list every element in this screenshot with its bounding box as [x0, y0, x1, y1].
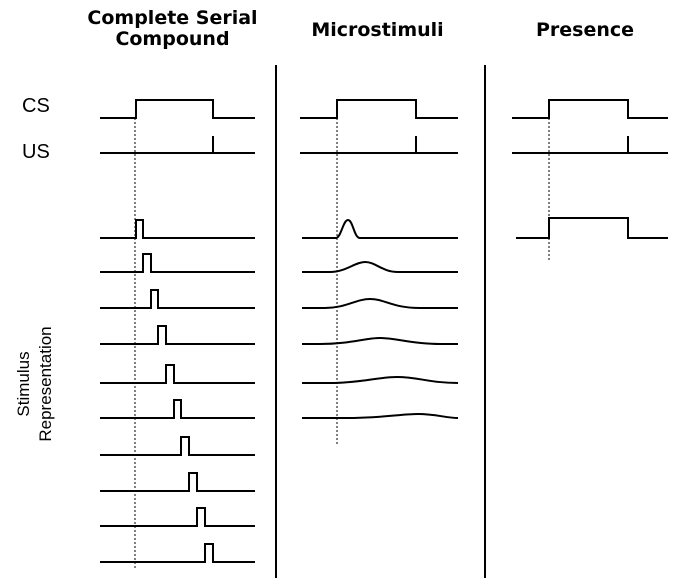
microstimulus-3: [302, 297, 458, 309]
microstimulus-4: [302, 336, 458, 345]
presence-us-signal: [512, 136, 668, 154]
microstimulus-2: [302, 260, 458, 273]
microstimuli-curves: [302, 218, 459, 419]
csc-column-title: Complete Serial Compound: [80, 8, 265, 50]
csc-pulse-10: [100, 543, 255, 563]
cs-row-label: CS: [22, 95, 50, 117]
csc-cs-signal: [100, 99, 255, 119]
csc-title-line1: Complete Serial: [87, 7, 258, 29]
microstimuli-column-title: Microstimuli: [311, 19, 444, 41]
csc-pulse-train: [100, 219, 255, 563]
microstimulus-1: [302, 218, 458, 239]
micro-us-signal: [300, 136, 458, 154]
csc-us-signal: [100, 136, 255, 154]
csc-pulse-1: [100, 219, 255, 239]
csc-title-line2: Compound: [115, 28, 230, 50]
microstimulus-6: [302, 412, 459, 419]
csc-pulse-3: [100, 289, 255, 309]
us-row-label: US: [22, 141, 50, 163]
csc-pulse-4: [100, 325, 255, 345]
csc-pulse-5: [100, 364, 255, 384]
presence-representation: [516, 217, 668, 239]
csc-pulse-8: [100, 472, 255, 492]
csc-pulse-9: [100, 507, 255, 527]
csc-pulse-7: [100, 436, 255, 456]
csc-pulse-2: [100, 253, 255, 273]
presence-cs-signal: [512, 99, 668, 119]
presence-column-title: Presence: [535, 19, 635, 41]
microstimulus-5: [302, 375, 459, 384]
micro-cs-signal: [300, 99, 458, 119]
csc-pulse-6: [100, 399, 255, 419]
